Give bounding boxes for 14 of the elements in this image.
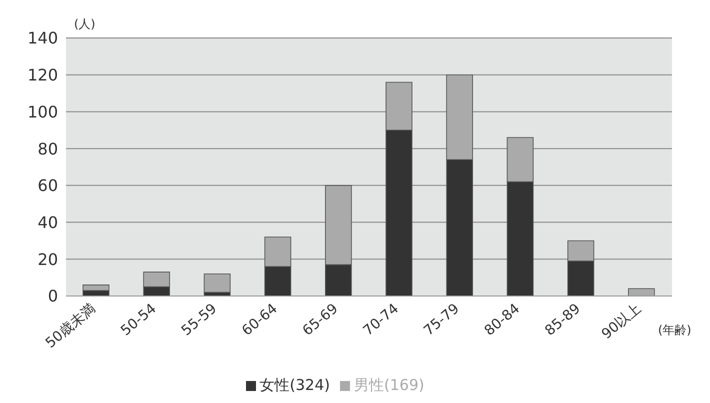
y-tick-label: 40 [38,212,58,232]
y-axis-title: (人) [74,16,96,33]
bar [204,273,231,293]
bar [628,288,655,296]
y-tick-label: 120 [27,66,58,85]
y-tick-label: 80 [38,139,58,158]
legend-label: 女性(324) [260,376,330,394]
y-tick-label: 20 [38,250,58,269]
x-axis-title: (年齢) [658,322,692,339]
x-tick-label: 90以上 [598,300,644,343]
y-tick-label: 140 [27,28,58,48]
y-tick-label: 100 [27,102,58,122]
y-tick-label: 60 [38,176,58,196]
legend-label: 男性(169) [354,376,424,394]
